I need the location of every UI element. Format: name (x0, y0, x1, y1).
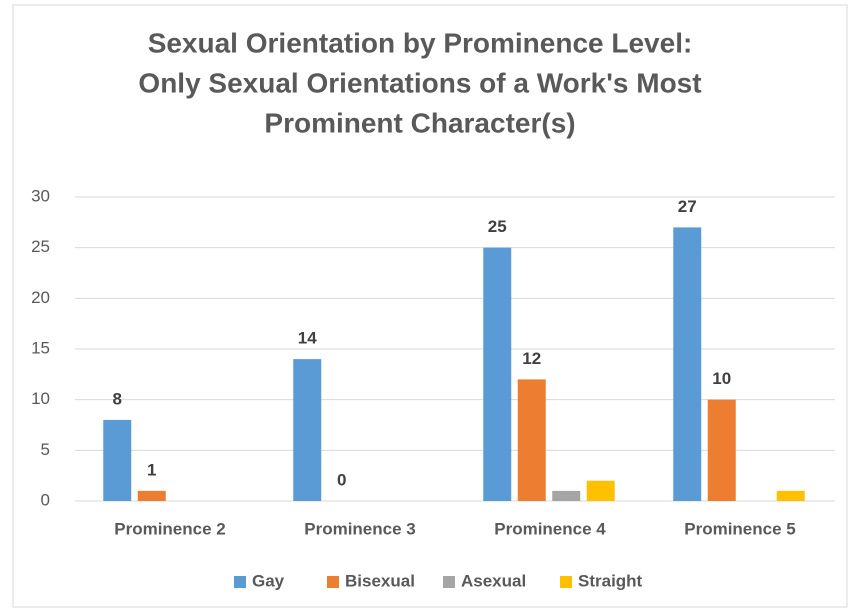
y-tick-label: 20 (31, 288, 50, 307)
data-label: 14 (298, 329, 317, 348)
data-label: 12 (522, 349, 541, 368)
x-tick-label: Prominence 2 (114, 519, 226, 538)
bar (293, 359, 322, 501)
legend-label: Bisexual (345, 571, 415, 590)
chart-title: Only Sexual Orientations of a Work's Mos… (138, 67, 701, 98)
data-label: 10 (712, 369, 731, 388)
legend-label: Asexual (461, 571, 526, 590)
legend-label: Gay (252, 571, 285, 590)
legend-swatch (443, 576, 455, 588)
chart-border (12, 4, 848, 608)
bar (707, 399, 736, 501)
bar (483, 247, 512, 501)
bar (776, 490, 805, 501)
chart-title: Prominent Character(s) (264, 107, 575, 138)
x-tick-label: Prominence 3 (304, 519, 416, 538)
bar (137, 490, 166, 501)
bar (103, 419, 132, 501)
legend-label: Straight (578, 571, 643, 590)
chart-title: Sexual Orientation by Prominence Level: (148, 27, 693, 58)
data-label: 25 (488, 217, 507, 236)
bar (552, 490, 581, 501)
bar (517, 379, 546, 501)
data-label: 8 (113, 389, 122, 408)
x-tick-label: Prominence 5 (684, 519, 796, 538)
y-tick-label: 30 (31, 186, 50, 205)
legend-swatch (327, 576, 339, 588)
legend-swatch (560, 576, 572, 588)
y-tick-label: 25 (31, 237, 50, 256)
y-tick-label: 5 (41, 440, 50, 459)
bar (673, 227, 702, 501)
data-label: 1 (147, 460, 156, 479)
y-tick-label: 15 (31, 338, 50, 357)
data-label: 27 (678, 197, 697, 216)
x-tick-label: Prominence 4 (494, 519, 606, 538)
legend-swatch (234, 576, 246, 588)
y-tick-label: 10 (31, 389, 50, 408)
bar (586, 480, 615, 501)
data-label: 0 (337, 470, 346, 489)
y-tick-label: 0 (41, 490, 50, 509)
